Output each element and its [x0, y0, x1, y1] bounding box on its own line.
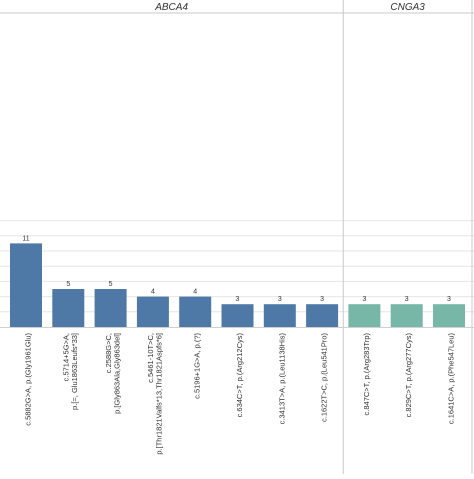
bar: [390, 304, 423, 327]
category-label: c.5461-10T>C, p.[Thr1821Valfs*13,Thr1821A…: [146, 333, 164, 455]
category-label-line: c.5714+5G>A,: [62, 333, 71, 381]
category-label-line: c.5882G>A, p.(Gly1961Glu): [24, 333, 33, 426]
bar-value-label: 5: [109, 281, 113, 288]
category-label: c.5196+1G>A, p.(?): [193, 332, 202, 398]
bar: [136, 296, 169, 327]
bar: [179, 296, 212, 327]
bar: [433, 304, 465, 327]
category-label-line: c.847C>T, p.(Arg283Trp): [362, 332, 371, 415]
bar-value-label: 4: [151, 289, 155, 296]
bar: [348, 304, 381, 327]
category-label: c.634C>T, p.(Arg212Cys): [235, 333, 244, 418]
bar: [263, 304, 296, 327]
bar-value-label: 5: [66, 281, 70, 288]
bar-value-label: 3: [405, 296, 409, 303]
category-label-line: p.[Thr1821Valfs*13,Thr1821Aspfs*6]: [155, 333, 164, 455]
bar-value-label: 4: [193, 289, 197, 296]
bar-value-label: 3: [236, 296, 240, 303]
bar: [306, 304, 339, 327]
category-label: c.5882G>A, p.(Gly1961Glu): [24, 333, 33, 426]
category-label-line: c.3413T>A, p.(Leu1138His): [277, 332, 286, 424]
category-label-line: p.[=, Glu1863Leufs*33]: [70, 333, 79, 410]
category-label: c.847C>T, p.(Arg283Trp): [362, 332, 371, 415]
category-label-line: c.1641C>A, p.(Phe547Leu): [447, 333, 456, 425]
bar-value-label: 3: [362, 296, 366, 303]
bar: [94, 289, 127, 327]
panel-title-0: ABCA4: [154, 2, 188, 13]
bar-value-label: 11: [22, 235, 29, 242]
bar: [10, 243, 42, 327]
category-label-line: c.829C>T, p.(Arg277Cys): [404, 333, 413, 418]
bar-value-label: 3: [278, 296, 282, 303]
category-label: c.1641C>A, p.(Phe547Leu): [447, 333, 456, 425]
category-label: c.1622T>C, p.(Leu541Pro): [320, 333, 329, 423]
category-label-line: c.5461-10T>C,: [146, 333, 155, 383]
category-label-line: c.634C>T, p.(Arg212Cys): [235, 333, 244, 418]
category-label: c.5714+5G>A, p.[=, Glu1863Leufs*33]: [62, 333, 80, 410]
panel-title-1: CNGA3: [390, 2, 425, 13]
category-label-line: c.2588G>C,: [104, 333, 113, 373]
bar: [52, 289, 85, 327]
category-label-line: p.[Gly863Ala,Gly863del]: [112, 333, 121, 414]
category-label: c.829C>T, p.(Arg277Cys): [404, 333, 413, 418]
bar-value-label: 3: [447, 296, 451, 303]
bar: [221, 304, 254, 327]
category-label-line: c.5196+1G>A, p.(?): [193, 332, 202, 398]
bar-value-label: 3: [320, 296, 324, 303]
category-label: c.2588G>C, p.[Gly863Ala,Gly863del]: [104, 333, 122, 414]
category-label: c.3413T>A, p.(Leu1138His): [277, 332, 286, 424]
category-label-line: c.1622T>C, p.(Leu541Pro): [320, 333, 329, 423]
